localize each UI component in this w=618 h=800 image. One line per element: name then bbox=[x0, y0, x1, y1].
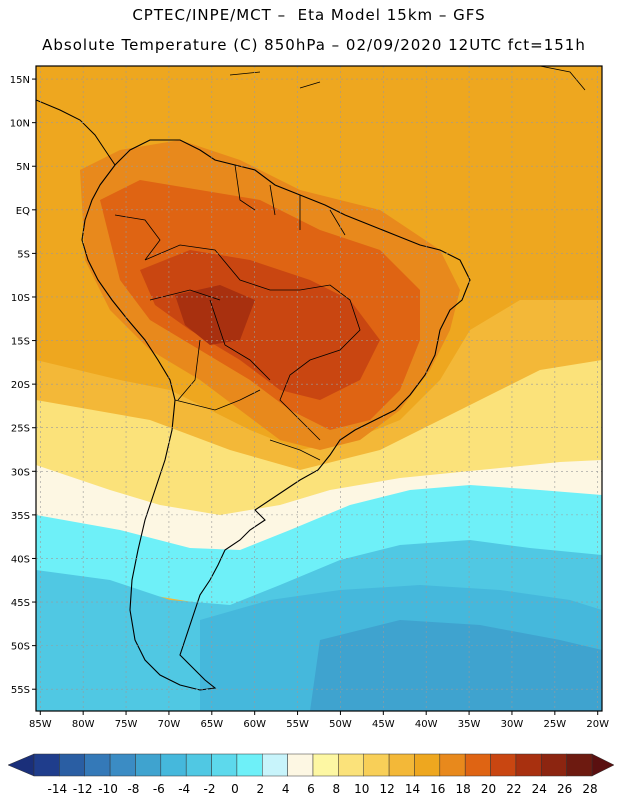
colorbar-label: 12 bbox=[379, 782, 394, 796]
lon-label: 25W bbox=[544, 719, 567, 730]
colorbar-swatch bbox=[312, 753, 339, 777]
colorbar bbox=[7, 753, 615, 777]
colorbar-label: -6 bbox=[153, 782, 165, 796]
colorbar-label: 24 bbox=[532, 782, 547, 796]
lon-label: 55W bbox=[286, 719, 309, 730]
colorbar-label: -8 bbox=[127, 782, 139, 796]
colorbar-swatch bbox=[287, 753, 314, 777]
latitude-labels: 15N 10N 5N EQ 5S 10S 15S 20S 25S 30S 35S 40S 45S 50S 5… bbox=[10, 75, 30, 696]
colorbar-label: -4 bbox=[178, 782, 190, 796]
lat-label: 25S bbox=[11, 424, 30, 435]
coastline-south-america bbox=[81, 139, 471, 691]
colorbar-label: 8 bbox=[333, 782, 341, 796]
field-cyan-light bbox=[36, 485, 602, 610]
country-borders bbox=[114, 164, 361, 461]
lat-label: 40S bbox=[11, 554, 30, 565]
lat-label: 10N bbox=[10, 119, 30, 130]
lat-label: 45S bbox=[11, 598, 30, 609]
colorbar-label: -2 bbox=[204, 782, 216, 796]
lon-label: 60W bbox=[243, 719, 266, 730]
colorbar-swatch bbox=[388, 753, 415, 777]
lon-label: 70W bbox=[158, 719, 181, 730]
colorbar-label: 18 bbox=[456, 782, 471, 796]
colorbar-swatch bbox=[160, 753, 187, 777]
title-line-2: Absolute Temperature (C) 850hPa – 02/09/… bbox=[42, 36, 586, 54]
lat-label: 30S bbox=[11, 467, 30, 478]
field-pale bbox=[36, 460, 602, 560]
field-deep-blue bbox=[310, 620, 602, 711]
map-frame bbox=[35, 65, 603, 712]
lat-label: 5N bbox=[16, 162, 30, 173]
coastline-caribbean bbox=[229, 66, 586, 91]
field-red bbox=[140, 250, 380, 400]
colorbar-swatch bbox=[84, 753, 111, 777]
lon-label: 20W bbox=[586, 719, 609, 730]
lat-label: 15N bbox=[10, 75, 30, 86]
lon-label: 65W bbox=[200, 719, 223, 730]
colorbar-swatch bbox=[59, 753, 85, 777]
colorbar-high-arrow bbox=[591, 753, 615, 777]
lat-label: 35S bbox=[11, 511, 30, 522]
colorbar-swatch bbox=[211, 753, 238, 777]
colorbar-label: 28 bbox=[582, 782, 597, 796]
lat-label: 15S bbox=[11, 337, 30, 348]
lon-label: 50W bbox=[329, 719, 352, 730]
graticule bbox=[36, 66, 602, 711]
lon-label: 40W bbox=[415, 719, 438, 730]
colorbar-label: 26 bbox=[557, 782, 572, 796]
longitude-labels: 85W 80W 75W 70W 65W 60W 55W 50W 45W 40W 35W 30W 25W 2… bbox=[29, 719, 609, 730]
colorbar-label: -10 bbox=[98, 782, 118, 796]
lon-label: 30W bbox=[501, 719, 524, 730]
colorbar-swatch bbox=[515, 753, 542, 777]
colorbar-label: 16 bbox=[430, 782, 445, 796]
colorbar-label: 0 bbox=[231, 782, 239, 796]
lat-label: 20S bbox=[11, 380, 30, 391]
colorbar-swatch bbox=[541, 753, 567, 777]
colorbar-swatch bbox=[439, 753, 466, 777]
colorbar-swatch bbox=[33, 753, 60, 777]
lon-label: 85W bbox=[29, 719, 52, 730]
field-yellow bbox=[36, 360, 602, 530]
lon-label: 80W bbox=[72, 719, 95, 730]
lat-label: 50S bbox=[11, 642, 30, 653]
colorbar-low-arrow bbox=[7, 753, 35, 777]
lat-label: EQ bbox=[16, 206, 30, 217]
colorbar-label: 20 bbox=[481, 782, 496, 796]
lon-label: 75W bbox=[115, 719, 138, 730]
coastline-central-america bbox=[36, 99, 116, 166]
colorbar-label: 22 bbox=[506, 782, 521, 796]
colorbar-swatch bbox=[109, 753, 136, 777]
colorbar-swatch bbox=[414, 753, 441, 777]
colorbar-label: 6 bbox=[307, 782, 315, 796]
lat-label: 5S bbox=[17, 249, 30, 260]
colorbar-swatch bbox=[185, 753, 212, 777]
lat-label: 55S bbox=[11, 685, 30, 696]
colorbar-labels: -14 -12 -10 -8 -6 -4 -2 0 2 4 6 8 10 12 14 16 18 20 22 24 26… bbox=[48, 782, 598, 796]
colorbar-swatch bbox=[490, 753, 517, 777]
colorbar-label: -12 bbox=[73, 782, 93, 796]
lon-label: 35W bbox=[458, 719, 481, 730]
colorbar-label: 4 bbox=[282, 782, 290, 796]
colorbar-swatch bbox=[566, 753, 593, 777]
colorbar-swatch bbox=[464, 753, 491, 777]
colorbar-swatch bbox=[135, 753, 162, 777]
colorbar-label: 10 bbox=[354, 782, 369, 796]
colorbar-swatch bbox=[338, 753, 364, 777]
colorbar-label: -14 bbox=[48, 782, 68, 796]
colorbar-swatch bbox=[363, 753, 390, 777]
lat-label: 10S bbox=[11, 293, 30, 304]
colorbar-label: 2 bbox=[256, 782, 264, 796]
lon-label: 45W bbox=[372, 719, 395, 730]
colorbar-label: 14 bbox=[405, 782, 420, 796]
colorbar-swatch bbox=[262, 753, 288, 777]
colorbar-swatch bbox=[236, 753, 263, 777]
title-line-1: CPTEC/INPE/MCT – Eta Model 15km – GFS bbox=[132, 6, 486, 24]
